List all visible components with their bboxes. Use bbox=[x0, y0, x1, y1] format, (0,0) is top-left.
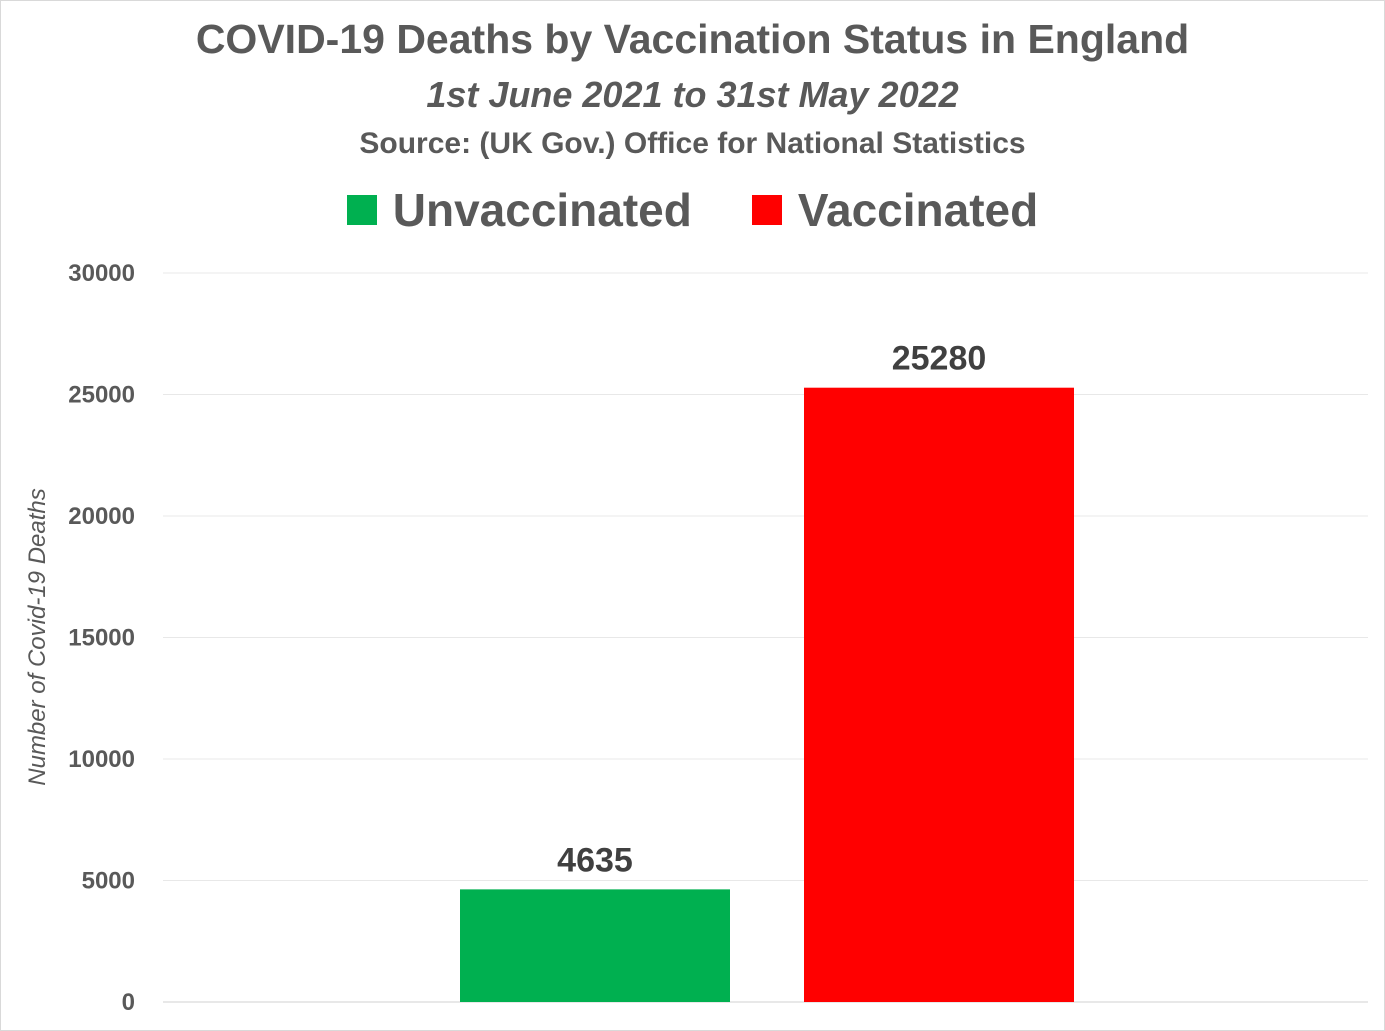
data-label-vaccinated: 25280 bbox=[892, 340, 987, 378]
legend-swatch-vaccinated bbox=[751, 195, 782, 225]
y-tick-label: 30000 bbox=[68, 260, 135, 287]
legend-label-unvaccinated: Unvaccinated bbox=[392, 184, 692, 236]
bar-vaccinated bbox=[804, 387, 1074, 1002]
legend-label-vaccinated: Vaccinated bbox=[797, 184, 1039, 236]
y-tick-label: 10000 bbox=[68, 746, 135, 773]
y-tick-label: 0 bbox=[122, 989, 135, 1016]
legend-item-unvaccinated: Unvaccinated bbox=[346, 183, 692, 237]
bars bbox=[460, 387, 1074, 1002]
chart-source: Source: (UK Gov.) Office for National St… bbox=[359, 127, 1026, 160]
legend-item-vaccinated: Vaccinated bbox=[751, 183, 1039, 237]
y-tick-label: 25000 bbox=[68, 382, 135, 409]
legend: Unvaccinated Vaccinated bbox=[0, 183, 1385, 237]
data-labels: 4635 25280 bbox=[557, 340, 986, 880]
y-tick-label: 5000 bbox=[82, 868, 135, 895]
y-tick-label: 15000 bbox=[68, 625, 135, 652]
chart-subtitle: 1st June 2021 to 31st May 2022 bbox=[426, 74, 959, 115]
gridlines bbox=[163, 272, 1368, 1003]
chart-title: COVID-19 Deaths by Vaccination Status in… bbox=[195, 16, 1190, 62]
data-label-unvaccinated: 4635 bbox=[557, 841, 633, 879]
y-tick-label: 20000 bbox=[68, 503, 135, 530]
bar-unvaccinated bbox=[460, 889, 730, 1002]
legend-swatch-unvaccinated bbox=[346, 195, 377, 225]
y-axis-ticks: 0 5000 10000 15000 20000 25000 30000 bbox=[68, 260, 135, 1016]
